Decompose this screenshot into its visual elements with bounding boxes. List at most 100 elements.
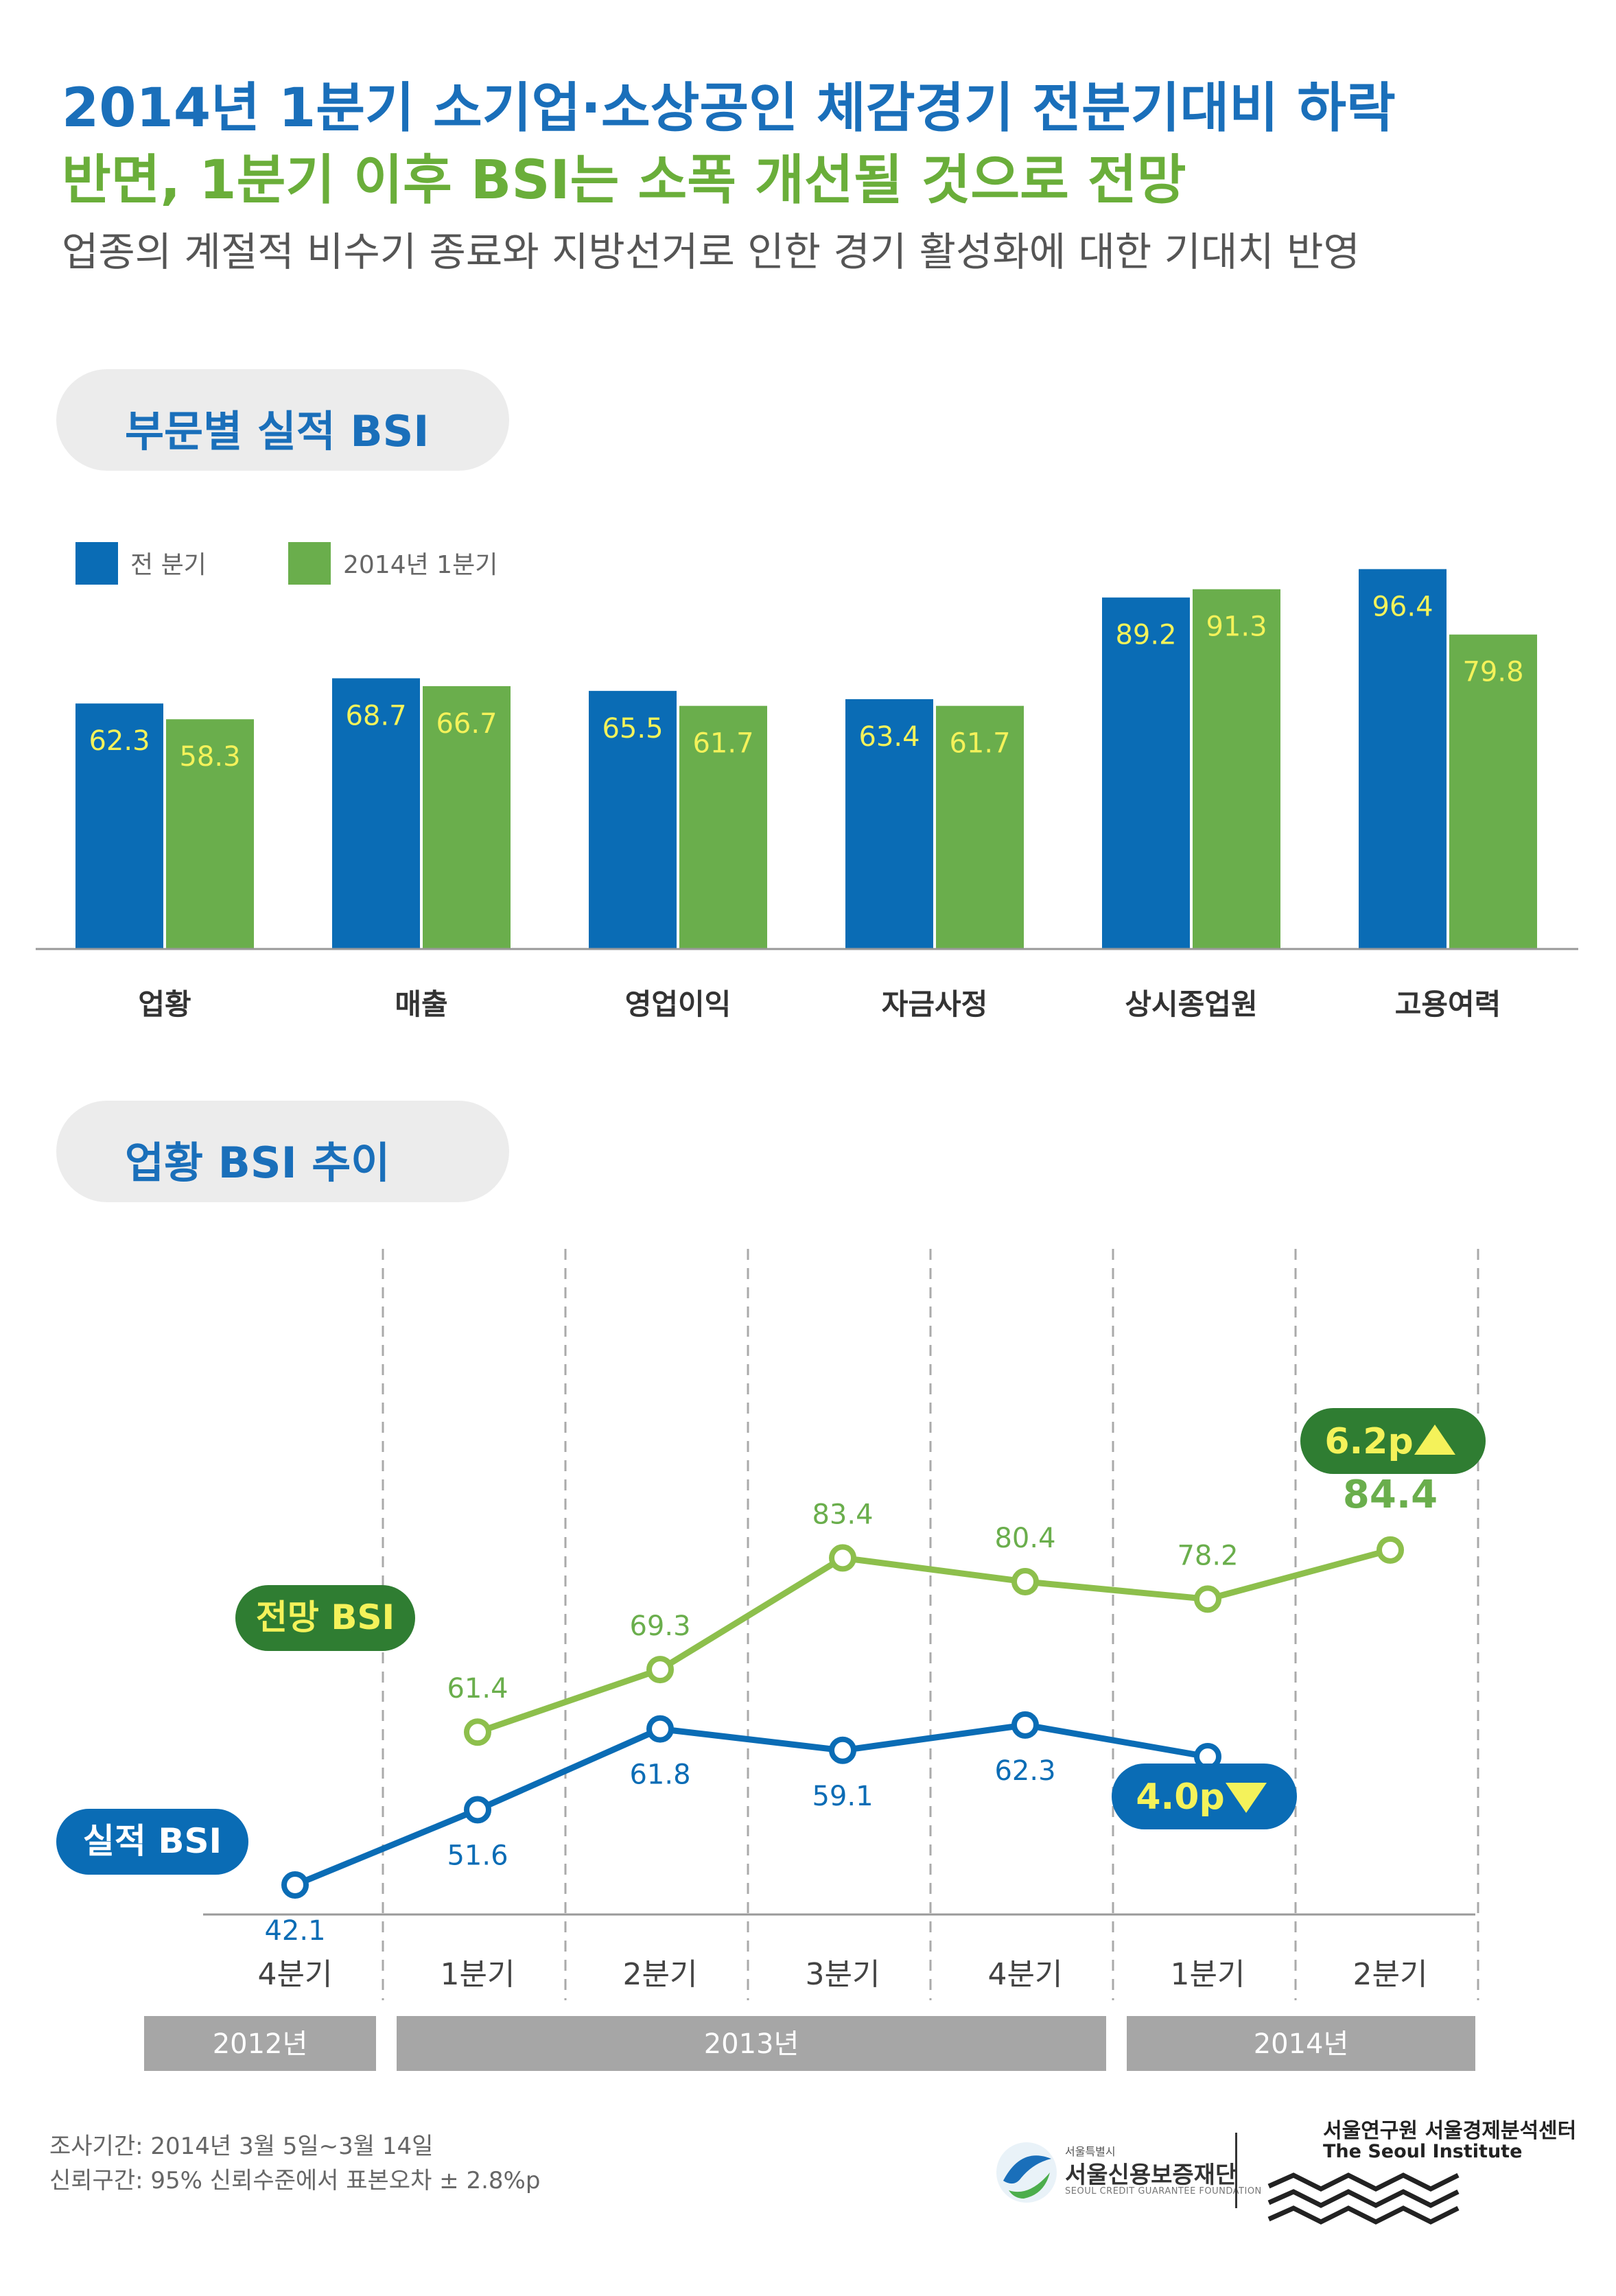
change-badge-label-1: 6.2p (1324, 1421, 1413, 1462)
forecast-badge-label: 전망 BSI (256, 1597, 395, 1637)
subtitle: 업종의 계절적 비수기 종료와 지방선거로 인한 경기 활성화에 대한 기대치 … (62, 229, 1360, 275)
series-value-label-1-3: 61.8 (629, 1759, 690, 1791)
institute-english-name: The Seoul Institute (1323, 2141, 1523, 2162)
bar-value-label-2-1: 58.3 (179, 741, 240, 773)
change-badge-label-2: 4.0p (1136, 1777, 1224, 1818)
year-bar-3 (1127, 2016, 1475, 2071)
line-chart: 4분기 1분기 2분기 3분기 4분기 1분기 2분기 2012년 2013년 2014년 42.1… (56, 1249, 1486, 2071)
series-line-1 (294, 1722, 1208, 1888)
series-point-1-1 (281, 1871, 309, 1899)
series-line-2 (476, 1547, 1392, 1735)
legend-label-1: 전 분기 (130, 551, 207, 579)
foundation-name: 서울신용보증재단 (1065, 2162, 1237, 2189)
logo-divider (1235, 2133, 1237, 2208)
series-point-2-4 (829, 1544, 856, 1572)
x-tick-label-1: 4분기 (258, 1957, 333, 1992)
bar-2-3 (679, 705, 767, 949)
series-value-label-2-5: 80.4 (994, 1523, 1055, 1554)
bar-category-label-3: 영업이익 (625, 987, 731, 1021)
change-up-triangle-icon (1414, 1425, 1455, 1455)
bar-value-label-2-3: 61.7 (692, 728, 753, 760)
confidence-interval: 신뢰구간: 95% 신뢰수준에서 표본오차 ± 2.8%p (49, 2167, 541, 2194)
year-bar-1 (144, 2016, 376, 2071)
year-bar-2 (397, 2016, 1106, 2071)
series-point-1-3 (646, 1715, 674, 1743)
x-tick-label-2: 1분기 (441, 1957, 515, 1992)
line-section-title: 업황 BSI 추이 (125, 1138, 390, 1188)
change-badge-2-bg (1112, 1764, 1297, 1829)
change-down-triangle-icon (1226, 1783, 1267, 1813)
series-point-2-6 (1194, 1585, 1221, 1613)
series-point-2-7 (1377, 1536, 1404, 1564)
line-section-header: 업황 BSI 추이 (56, 1101, 509, 1202)
actual-badge-label-bg (56, 1809, 248, 1875)
series-value-label-2-7: 84.4 (1343, 1473, 1438, 1517)
bar-value-label-1-3: 65.5 (602, 713, 663, 745)
institute-korean-name: 서울연구원 서울경제분석센터 (1323, 2119, 1577, 2143)
bar-value-label-2-2: 66.7 (436, 708, 497, 740)
bar-value-label-1-2: 68.7 (345, 700, 406, 731)
bar-category-label-1: 업황 (138, 987, 191, 1021)
bar-1-1 (75, 703, 163, 949)
bar-1-6 (1359, 569, 1447, 949)
series-value-label-1-5: 62.3 (994, 1755, 1055, 1787)
survey-period: 조사기간: 2014년 3월 5일~3월 14일 (49, 2133, 434, 2160)
bar-2-2 (423, 686, 511, 949)
year-label-1: 2012년 (213, 2028, 308, 2060)
bar-value-label-2-6: 79.8 (1462, 657, 1523, 688)
bar-value-label-2-4: 61.7 (949, 728, 1010, 760)
series-value-label-1-2: 51.6 (447, 1840, 508, 1871)
series-value-label-2-4: 83.4 (812, 1499, 873, 1530)
series-point-1-5 (1011, 1711, 1039, 1739)
bar-value-label-2-5: 91.3 (1206, 611, 1267, 643)
x-tick-label-4: 3분기 (806, 1957, 880, 1992)
bar-value-label-1-1: 62.3 (89, 725, 150, 757)
foundation-small-label: 서울특별시 (1065, 2145, 1116, 2158)
bar-category-label-2: 매출 (395, 987, 447, 1021)
series-point-2-5 (1011, 1567, 1039, 1595)
legend-swatch-2 (288, 542, 331, 585)
series-value-label-1-1: 42.1 (264, 1915, 325, 1947)
x-tick-label-7: 2분기 (1353, 1957, 1428, 1992)
series-point-1-2 (464, 1796, 491, 1824)
series-value-label-2-2: 61.4 (447, 1673, 508, 1705)
bar-2-6 (1449, 634, 1537, 949)
series-point-1-4 (829, 1736, 856, 1764)
bar-2-4 (936, 705, 1024, 949)
series-value-label-2-3: 69.3 (629, 1610, 690, 1642)
bar-1-4 (845, 699, 933, 949)
year-label-2: 2013년 (704, 2028, 799, 2060)
title-line2: 반면, 1분기 이후 BSI는 소폭 개선될 것으로 전망 (62, 150, 1186, 211)
bar-category-label-5: 상시종업원 (1125, 987, 1257, 1021)
bar-category-label-4: 자금사정 (882, 987, 988, 1021)
series-value-label-1-4: 59.1 (812, 1781, 873, 1812)
bar-value-label-1-4: 63.4 (858, 721, 920, 753)
forecast-badge-label-bg (235, 1585, 415, 1651)
foundation-logo-icon (996, 2142, 1057, 2203)
bar-1-3 (589, 690, 677, 949)
bar-2-5 (1193, 589, 1280, 949)
bar-section-title: 부문별 실적 BSI (125, 406, 430, 456)
bar-2-1 (166, 719, 254, 949)
actual-badge-label: 실적 BSI (83, 1821, 222, 1861)
bar-1-2 (332, 678, 420, 949)
legend-swatch-1 (75, 542, 118, 585)
series-value-label-2-6: 78.2 (1177, 1540, 1238, 1571)
year-label-3: 2014년 (1254, 2028, 1349, 2060)
legend-label-2: 2014년 1분기 (343, 551, 497, 579)
bar-chart: 전 분기 2014년 1분기 62.3 58.3 업황 68.7 66.7 매출 65.5 61.… (36, 542, 1578, 1021)
title-line1: 2014년 1분기 소기업·소상공인 체감경기 전분기대비 하락 (62, 78, 1396, 139)
x-tick-label-5: 4분기 (988, 1957, 1063, 1992)
series-point-2-2 (464, 1718, 491, 1746)
bar-1-5 (1102, 597, 1190, 949)
bar-value-label-1-6: 96.4 (1372, 591, 1433, 622)
series-point-2-3 (646, 1656, 674, 1684)
bar-category-label-6: 고용여력 (1395, 987, 1501, 1021)
x-tick-label-6: 1분기 (1171, 1957, 1245, 1992)
bar-section-header: 부문별 실적 BSI (56, 369, 509, 471)
change-badge-1-bg (1300, 1408, 1486, 1474)
x-tick-label-3: 2분기 (623, 1957, 698, 1992)
foundation-english-name: SEOUL CREDIT GUARANTEE FOUNDATION (1065, 2186, 1262, 2197)
bar-value-label-1-5: 89.2 (1115, 620, 1176, 651)
institute-logo-icon (1267, 2172, 1460, 2225)
